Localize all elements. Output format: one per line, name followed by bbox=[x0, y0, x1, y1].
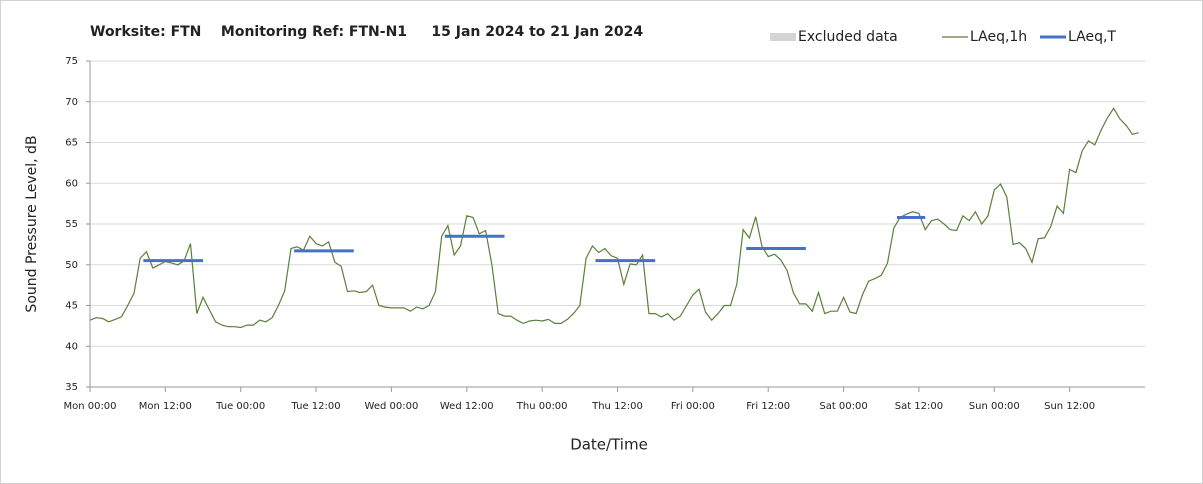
x-tick-label: Wed 12:00 bbox=[440, 401, 494, 412]
x-tick-label: Sat 12:00 bbox=[895, 401, 943, 412]
series-line bbox=[89, 107, 1139, 329]
y-tick-label: 70 bbox=[65, 97, 78, 108]
y-tick-label: 60 bbox=[65, 178, 78, 189]
x-tick-label: Tue 12:00 bbox=[291, 401, 341, 412]
x-tick-label: Fri 12:00 bbox=[746, 401, 790, 412]
x-tick-label: Mon 12:00 bbox=[139, 401, 192, 412]
legend-label: LAeq,1h bbox=[970, 29, 1027, 45]
x-tick-label: Fri 00:00 bbox=[671, 401, 715, 412]
y-axis-label: Sound Pressure Level, dB bbox=[24, 135, 40, 312]
x-tick-label: Tue 00:00 bbox=[215, 401, 265, 412]
x-tick-label: Thu 12:00 bbox=[591, 401, 643, 412]
x-tick-label: Mon 00:00 bbox=[63, 401, 116, 412]
x-axis-label: Date/Time bbox=[570, 436, 648, 454]
x-tick-label: Sun 00:00 bbox=[969, 401, 1020, 412]
y-tick-label: 50 bbox=[65, 260, 78, 271]
y-tick-label: 40 bbox=[65, 341, 78, 352]
legend-swatch bbox=[770, 33, 796, 41]
y-tick-label: 65 bbox=[65, 138, 78, 149]
x-tick-label: Thu 00:00 bbox=[516, 401, 568, 412]
x-tick-label: Wed 00:00 bbox=[365, 401, 419, 412]
x-tick-label: Sat 00:00 bbox=[819, 401, 867, 412]
legend-label: LAeq,T bbox=[1068, 29, 1116, 45]
legend-label: Excluded data bbox=[798, 29, 898, 45]
x-tick-label: Sun 12:00 bbox=[1044, 401, 1095, 412]
y-tick-label: 35 bbox=[65, 382, 78, 393]
y-tick-label: 75 bbox=[65, 56, 78, 67]
y-tick-label: 45 bbox=[65, 301, 78, 312]
y-tick-label: 55 bbox=[65, 219, 78, 230]
chart-title: Worksite: FTN Monitoring Ref: FTN-N1 15 … bbox=[90, 24, 643, 40]
